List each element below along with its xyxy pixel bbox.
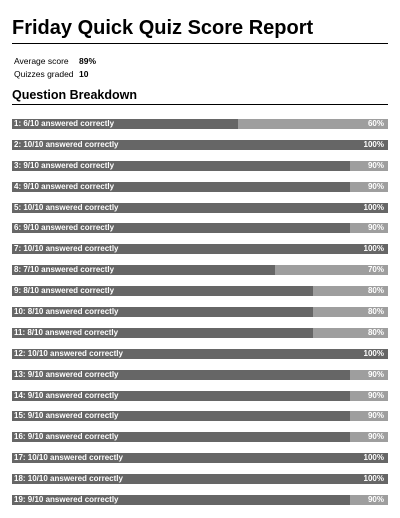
- question-label: 11: 8/10 answered correctly: [14, 327, 119, 337]
- question-bar-fill: [12, 286, 313, 297]
- question-percent: 100%: [363, 139, 384, 149]
- summary-block: Average score 89% Quizzes graded 10: [14, 55, 96, 81]
- question-bar-fill: [12, 432, 351, 443]
- question-bar: 13: 9/10 answered correctly 90%: [12, 369, 388, 380]
- question-label: 6: 9/10 answered correctly: [14, 223, 115, 233]
- question-bar: 9: 8/10 answered correctly 80%: [12, 286, 388, 297]
- question-bar-fill: [12, 139, 388, 150]
- question-label: 1: 6/10 answered correctly: [14, 119, 115, 128]
- summary-row-average: Average score 89%: [14, 55, 96, 68]
- question-bar-fill: [12, 202, 388, 213]
- question-label: 8: 7/10 answered correctly: [14, 265, 115, 275]
- question-label: 4: 9/10 answered correctly: [14, 181, 115, 191]
- question-bar: 17: 10/10 answered correctly 100%: [12, 453, 388, 464]
- question-percent: 100%: [363, 244, 384, 254]
- question-bar-fill: [12, 453, 388, 464]
- question-bar: 4: 9/10 answered correctly 90%: [12, 181, 388, 192]
- question-label: 16: 9/10 answered correctly: [14, 432, 119, 442]
- question-bar: 3: 9/10 answered correctly 90%: [12, 160, 388, 171]
- question-bar-fill: [12, 495, 351, 506]
- question-bar: 19: 9/10 answered correctly 90%: [12, 495, 388, 506]
- question-bar-fill: [12, 160, 351, 171]
- question-label: 18: 10/10 answered correctly: [14, 474, 123, 484]
- question-bar: 1: 6/10 answered correctly 60%: [12, 119, 388, 129]
- question-label: 19: 9/10 answered correctly: [14, 495, 119, 505]
- question-percent: 100%: [363, 453, 384, 463]
- question-percent: 90%: [367, 181, 384, 191]
- summary-value: 10: [79, 69, 89, 79]
- question-label: 15: 9/10 answered correctly: [14, 411, 119, 421]
- question-bar-fill: [12, 474, 388, 485]
- question-bar-fill: [12, 369, 351, 380]
- question-percent: 60%: [367, 119, 384, 128]
- question-bar: 5: 10/10 answered correctly 100%: [12, 202, 388, 213]
- question-percent: 80%: [367, 327, 384, 337]
- question-bar-fill: [12, 348, 388, 359]
- question-bar-fill: [12, 119, 238, 129]
- summary-label: Average score: [14, 56, 69, 66]
- question-label: 17: 10/10 answered correctly: [14, 453, 123, 463]
- question-percent: 100%: [363, 202, 384, 212]
- question-bar-fill: [12, 265, 276, 276]
- question-bar: 6: 9/10 answered correctly 90%: [12, 223, 388, 234]
- question-percent: 90%: [367, 160, 384, 170]
- question-bar: 12: 10/10 answered correctly 100%: [12, 348, 388, 359]
- question-bar-fill: [12, 181, 351, 192]
- question-bar: 2: 10/10 answered correctly 100%: [12, 139, 388, 150]
- question-breakdown-list: 1: 6/10 answered correctly 60% 2: 10/10 an…: [12, 119, 388, 516]
- question-label: 5: 10/10 answered correctly: [14, 202, 119, 212]
- question-percent: 90%: [367, 411, 384, 421]
- question-bar-fill: [12, 307, 313, 318]
- question-bar: 15: 9/10 answered correctly 90%: [12, 411, 388, 422]
- question-bar: 14: 9/10 answered correctly 90%: [12, 390, 388, 401]
- question-percent: 90%: [367, 390, 384, 400]
- question-bar: 11: 8/10 answered correctly 80%: [12, 327, 388, 338]
- question-bar: 10: 8/10 answered correctly 80%: [12, 307, 388, 318]
- question-label: 12: 10/10 answered correctly: [14, 348, 123, 358]
- question-percent: 80%: [367, 286, 384, 296]
- question-percent: 90%: [367, 369, 384, 379]
- question-bar: 7: 10/10 answered correctly 100%: [12, 244, 388, 255]
- question-bar: 8: 7/10 answered correctly 70%: [12, 265, 388, 276]
- question-bar-fill: [12, 244, 388, 255]
- question-label: 2: 10/10 answered correctly: [14, 139, 119, 149]
- summary-label: Quizzes graded: [14, 69, 74, 79]
- question-label: 13: 9/10 answered correctly: [14, 369, 119, 379]
- question-percent: 90%: [367, 223, 384, 233]
- question-percent: 80%: [367, 307, 384, 317]
- question-percent: 100%: [363, 474, 384, 484]
- report-title: Friday Quick Quiz Score Report: [12, 16, 388, 44]
- question-bar: 16: 9/10 answered correctly 90%: [12, 432, 388, 443]
- question-label: 3: 9/10 answered correctly: [14, 160, 115, 170]
- question-bar-fill: [12, 390, 351, 401]
- question-percent: 100%: [363, 348, 384, 358]
- summary-value: 89%: [79, 56, 97, 66]
- question-label: 10: 8/10 answered correctly: [14, 307, 119, 317]
- question-bar-fill: [12, 223, 351, 234]
- question-label: 9: 8/10 answered correctly: [14, 286, 115, 296]
- question-label: 7: 10/10 answered correctly: [14, 244, 119, 254]
- question-percent: 70%: [367, 265, 384, 275]
- question-label: 14: 9/10 answered correctly: [14, 390, 119, 400]
- question-percent: 90%: [367, 432, 384, 442]
- summary-row-graded: Quizzes graded 10: [14, 68, 96, 81]
- question-percent: 90%: [367, 495, 384, 505]
- section-title: Question Breakdown: [12, 88, 388, 105]
- question-bar-fill: [12, 411, 351, 422]
- question-bar-fill: [12, 327, 313, 338]
- question-bar: 18: 10/10 answered correctly 100%: [12, 474, 388, 485]
